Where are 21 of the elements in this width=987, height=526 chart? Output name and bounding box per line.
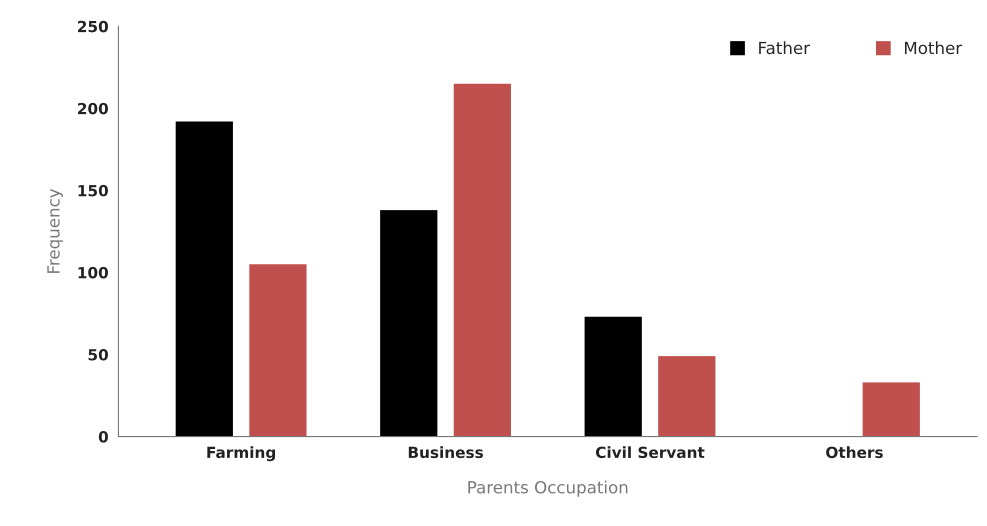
bar [249, 264, 307, 437]
y-tick-label: 150 [78, 184, 108, 196]
x-axis-title: Parents Occupation [468, 480, 628, 497]
bar [658, 356, 716, 437]
x-tick-label: Others [826, 446, 883, 458]
bar [454, 84, 511, 437]
y-tick-label: 200 [78, 102, 108, 114]
y-tick-label: 0 [98, 431, 108, 443]
x-tick-label: Business [408, 446, 483, 458]
x-tick-label: Civil Servant [596, 446, 704, 458]
y-axis-title: Frequency [47, 188, 63, 273]
x-tick-label: Farming [207, 446, 276, 462]
y-tick-label: 250 [78, 20, 108, 32]
y-tick-label: 50 [88, 348, 108, 361]
bar [380, 210, 438, 437]
y-tick-label: 100 [78, 266, 108, 278]
legend-label: Father [759, 41, 810, 54]
bar [584, 316, 642, 437]
bar [176, 121, 233, 437]
legend-label: Mother [904, 41, 962, 54]
bar [862, 382, 920, 437]
